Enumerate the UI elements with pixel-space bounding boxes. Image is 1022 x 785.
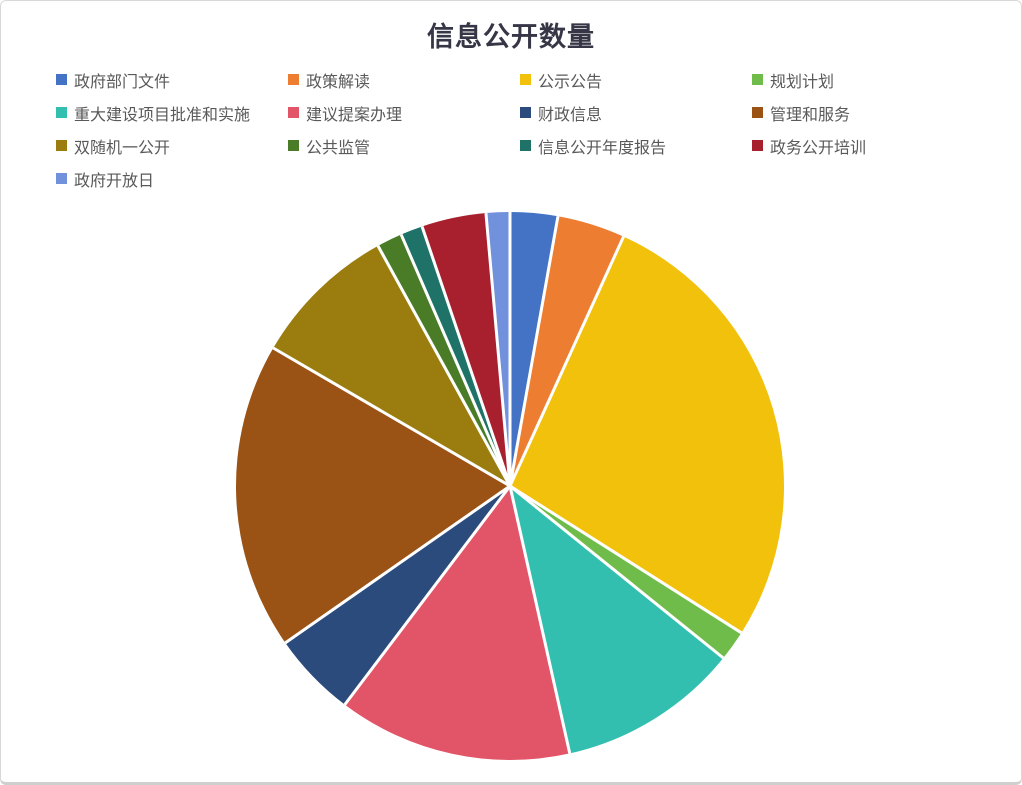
slice-separator <box>284 484 511 645</box>
legend-swatch-icon <box>520 74 531 85</box>
pie-slice-2 <box>510 216 624 487</box>
pie-slice-9 <box>273 245 510 486</box>
legend-swatch-icon <box>752 140 763 151</box>
legend-label: 信息公开年度报告 <box>538 137 667 157</box>
pie-slice-6 <box>344 486 570 760</box>
legend-label: 双随机一公开 <box>74 137 171 157</box>
legend-label: 公共监管 <box>306 137 371 157</box>
legend-item-10: 公共监管 <box>288 134 520 158</box>
legend-item-6: 建议提案办理 <box>288 101 520 125</box>
slice-separator <box>509 484 743 635</box>
legend-item-9: 双随机一公开 <box>56 134 288 158</box>
slice-separator <box>420 226 512 487</box>
legend-label: 财政信息 <box>538 104 603 124</box>
legend-swatch-icon <box>56 107 67 118</box>
legend-swatch-icon <box>752 74 763 85</box>
legend-label: 政策解读 <box>306 71 371 91</box>
legend-swatch-icon <box>56 173 67 184</box>
legend-swatch-icon <box>56 74 67 85</box>
legend-item-2: 政策解读 <box>288 68 520 92</box>
chart-legend: 政府部门文件 政策解读 公示公告 规划计划重大建设项目批准和实施 建议提案办理 财政信息 管… <box>56 63 996 195</box>
legend-swatch-icon <box>752 107 763 118</box>
pie-slice-4 <box>510 486 742 658</box>
slice-separator <box>508 485 572 754</box>
legend-label: 政府部门文件 <box>74 71 171 91</box>
legend-swatch-icon <box>520 140 531 151</box>
legend-swatch-icon <box>288 140 299 151</box>
slice-separator <box>508 215 560 487</box>
legend-item-1: 政府部门文件 <box>56 68 288 92</box>
pie-slice-7 <box>285 486 510 705</box>
chart-title: 信息公开数量 <box>427 22 595 53</box>
legend-item-5: 重大建设项目批准和实施 <box>56 101 288 125</box>
legend-swatch-icon <box>288 74 299 85</box>
slice-separator <box>343 485 512 706</box>
slice-separator <box>376 245 512 487</box>
slice-separator <box>399 233 512 487</box>
legend-item-12: 政务公开培训 <box>752 134 984 158</box>
legend-swatch-icon <box>520 107 531 118</box>
slice-separator <box>508 236 625 487</box>
legend-item-3: 公示公告 <box>520 68 752 92</box>
legend-swatch-icon <box>56 140 67 151</box>
legend-label: 重大建设项目批准和实施 <box>74 104 251 124</box>
legend-item-13: 政府开放日 <box>56 167 288 191</box>
legend-label: 规划计划 <box>770 71 835 91</box>
legend-swatch-icon <box>288 107 299 118</box>
legend-label: 公示公告 <box>538 71 603 91</box>
pie-slice-5 <box>510 486 724 754</box>
legend-item-8: 管理和服务 <box>752 101 984 125</box>
slice-separator <box>509 484 725 660</box>
legend-item-4: 规划计划 <box>752 68 984 92</box>
legend-item-7: 财政信息 <box>520 101 752 125</box>
legend-label: 建议提案办理 <box>306 104 403 124</box>
legend-label: 政务公开培训 <box>770 137 867 157</box>
legend-label: 管理和服务 <box>770 104 851 124</box>
pie-slice-8 <box>235 348 510 643</box>
legend-item-11: 信息公开年度报告 <box>520 134 752 158</box>
legend-label: 政府开放日 <box>74 170 155 190</box>
slice-separator <box>272 346 511 488</box>
slice-separator <box>484 212 512 487</box>
